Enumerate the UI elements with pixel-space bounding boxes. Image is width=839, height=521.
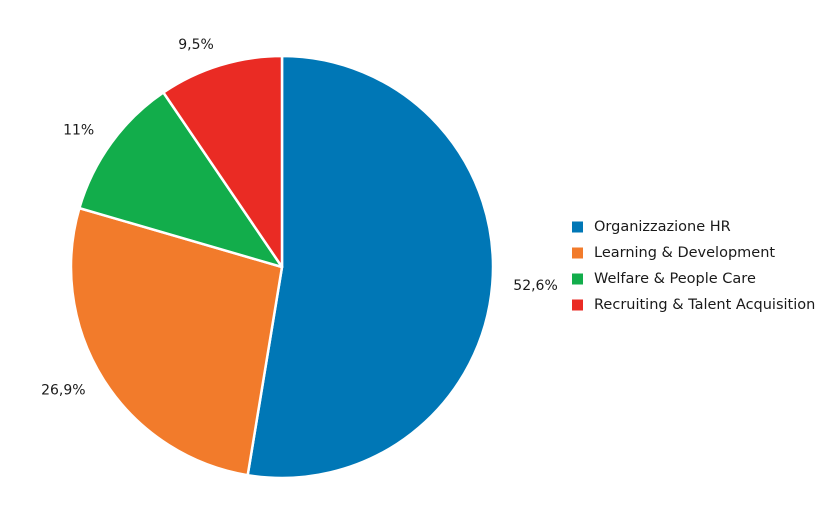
legend-item-organizzazione-hr: Organizzazione HR [572, 219, 731, 235]
pie-slice-recruiting-and-talent-acquisition [162, 54, 284, 269]
pie-slices [69, 54, 495, 480]
pie-label-organizzazione-hr: 52,6% [513, 278, 557, 294]
legend-label-organizzazione-hr: Organizzazione HR [594, 219, 731, 235]
pie-slice-organizzazione-hr [246, 54, 495, 480]
pie-label-welfare-and-people-care: 11% [63, 123, 94, 139]
pie-label-learning-and-development: 26,9% [41, 383, 85, 399]
pie-percentage-labels: 52,6% 26,9% 11% 9,5% [41, 37, 558, 399]
legend-label-welfare-and-people-care: Welfare & People Care [594, 271, 756, 287]
legend-swatch-welfare-and-people-care [572, 273, 583, 285]
pie-slice-learning-and-development [69, 206, 284, 477]
legend-label-recruiting-and-talent-acquisition: Recruiting & Talent Acquisition [594, 297, 815, 313]
legend-swatch-recruiting-and-talent-acquisition [572, 299, 583, 311]
legend-swatch-learning-and-development [572, 247, 583, 259]
pie-label-recruiting-and-talent-acquisition: 9,5% [178, 37, 214, 53]
legend-swatch-organizzazione-hr [572, 221, 583, 233]
legend-label-learning-and-development: Learning & Development [594, 245, 775, 261]
legend: Organizzazione HR Learning & Development W… [572, 219, 815, 313]
pie-slice-welfare-and-people-care [78, 91, 284, 269]
legend-item-learning-and-development: Learning & Development [572, 245, 775, 261]
legend-item-recruiting-and-talent-acquisition: Recruiting & Talent Acquisition [572, 297, 815, 313]
legend-item-welfare-and-people-care: Welfare & People Care [572, 271, 756, 287]
